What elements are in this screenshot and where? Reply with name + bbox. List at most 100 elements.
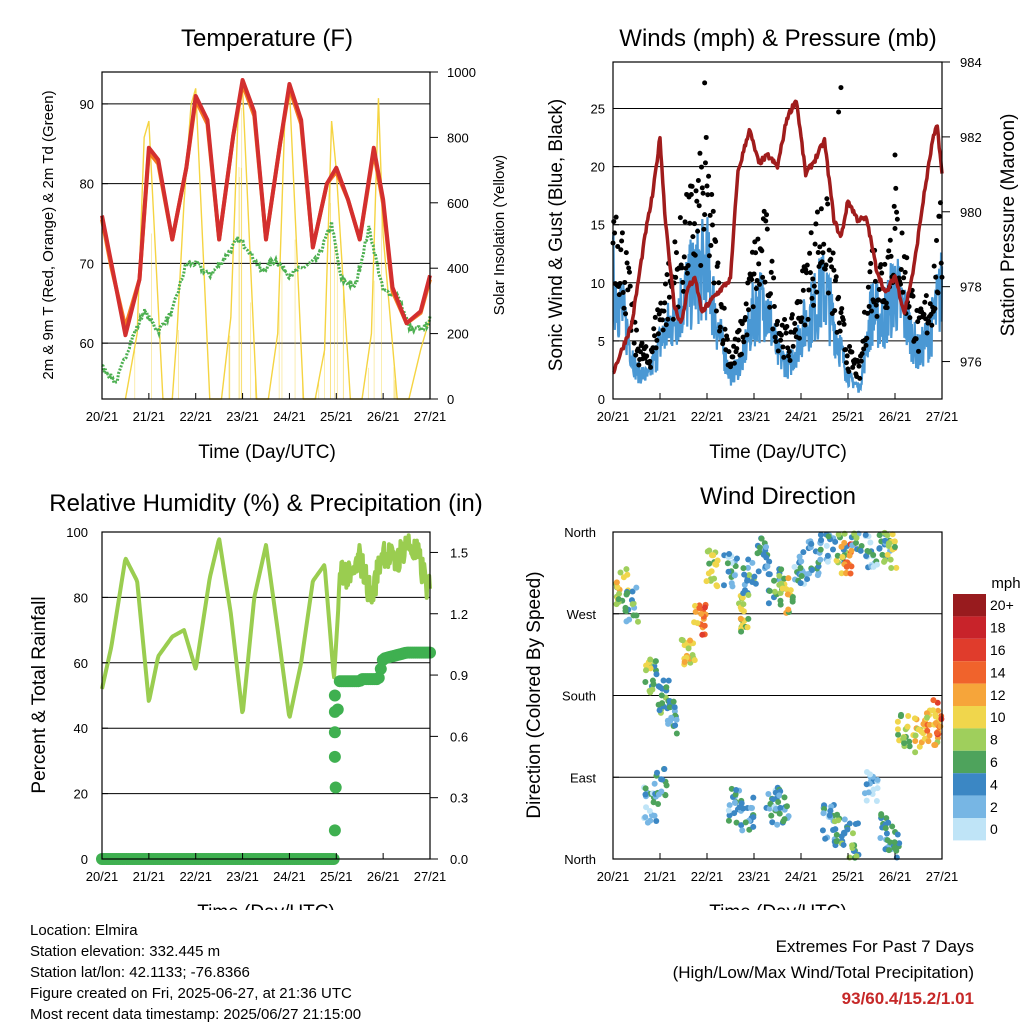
gust-point (693, 188, 699, 194)
precip-point (374, 662, 387, 675)
gust-point (913, 336, 919, 342)
direction-point (623, 618, 630, 625)
direction-point (938, 715, 945, 722)
gust-point (762, 279, 768, 285)
direction-point (630, 612, 637, 619)
direction-point (623, 566, 630, 573)
direction-point (843, 570, 850, 577)
gust-point (838, 85, 844, 91)
direction-point (776, 810, 783, 817)
solar-y-tick: 200 (447, 327, 469, 342)
direction-point (844, 826, 851, 833)
direction-point (651, 780, 658, 787)
gust-point (904, 255, 910, 261)
direction-point (826, 812, 833, 819)
direction-point (725, 817, 732, 824)
direction-point (624, 571, 631, 578)
gust-point (839, 306, 845, 312)
direction-point (750, 814, 757, 821)
gust-point (893, 185, 899, 191)
pressure-y-tick: 980 (960, 205, 982, 220)
direction-point (615, 596, 622, 603)
direction-point (745, 591, 752, 598)
precip-y-tick: 0.0 (450, 852, 468, 867)
winds-panel: Winds (mph) & Pressure (mb) 0 5 10 15 20 25 9… (546, 25, 1019, 463)
gust-point (687, 220, 693, 226)
gust-point (861, 346, 867, 352)
direction-point (659, 776, 666, 783)
direction-point (740, 805, 747, 812)
gust-point (859, 351, 865, 357)
direction-point (714, 583, 721, 590)
gust-point (814, 289, 820, 295)
gust-point (931, 263, 937, 269)
direction-point (738, 822, 745, 829)
direction-point (885, 847, 892, 854)
extremes-values: 93/60.4/15.2/1.01 (841, 989, 974, 1008)
rh-series (100, 533, 432, 719)
gust-point (789, 312, 795, 318)
gust-point (652, 314, 658, 320)
direction-point (731, 799, 738, 806)
gust-point (679, 265, 685, 271)
gust-point (819, 259, 825, 265)
gust-point (699, 185, 705, 191)
gust-point (730, 354, 736, 360)
gust-point (754, 278, 760, 284)
gust-point (869, 308, 874, 314)
gust-point (626, 265, 632, 271)
direction-point (665, 677, 672, 684)
gust-point (753, 286, 759, 292)
direction-point (901, 740, 908, 747)
gust-point (689, 183, 695, 189)
gust-point (775, 318, 780, 324)
gust-point (739, 321, 745, 327)
direction-point (863, 768, 870, 775)
gust-point (623, 250, 629, 256)
direction-point (754, 550, 761, 557)
direction-point (613, 579, 620, 586)
pressure-y-ticks: 976 978 980 982 984 (942, 55, 982, 370)
gust-point (825, 201, 831, 207)
gust-point (921, 311, 927, 317)
gust-point (868, 261, 874, 267)
gust-point (711, 280, 717, 286)
direction-point (822, 835, 829, 842)
x-tick-label: 22/21 (691, 409, 724, 424)
direction-point (750, 823, 757, 830)
solar-y-tick: 400 (447, 261, 469, 276)
direction-point (839, 553, 846, 560)
gust-point (636, 362, 642, 368)
gust-point (743, 301, 749, 307)
precip-point (328, 824, 341, 837)
gust-point (824, 196, 830, 202)
direction-point (634, 618, 641, 625)
direction-point (725, 568, 732, 575)
gust-point (781, 354, 787, 360)
gust-point (923, 293, 929, 299)
direction-point (752, 580, 759, 587)
precip-point (328, 689, 341, 702)
direction-point (891, 839, 898, 846)
gust-point (680, 279, 686, 285)
gust-point (864, 335, 870, 341)
gust-point (644, 353, 650, 359)
gust-point (715, 260, 721, 266)
direction-point (841, 816, 848, 823)
direction-point (820, 810, 827, 817)
x-tick-label: 24/21 (273, 409, 306, 424)
direction-point (870, 786, 877, 793)
gust-point (618, 247, 624, 253)
direction-point (741, 571, 748, 578)
direction-point (825, 533, 832, 540)
x-tick-label: 26/21 (879, 409, 912, 424)
gust-point (828, 256, 834, 262)
gust-point (702, 212, 708, 218)
colorbar-label: 16 (990, 642, 1006, 658)
gust-point (840, 317, 846, 323)
x-tick-label: 20/21 (597, 869, 630, 884)
gust-point (836, 109, 842, 115)
direction-point (681, 659, 688, 666)
direction-point (776, 572, 783, 579)
direction-point (817, 546, 824, 553)
